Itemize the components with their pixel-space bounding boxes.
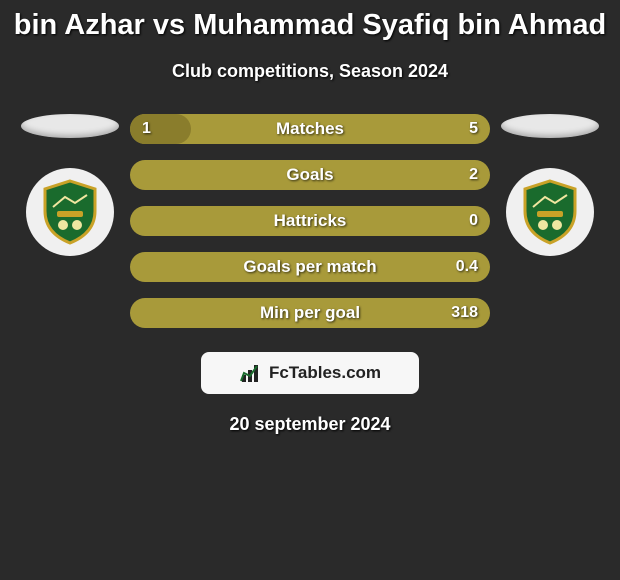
brand-text: FcTables.com (269, 363, 381, 383)
page-title: bin Azhar vs Muhammad Syafiq bin Ahmad (4, 8, 616, 43)
player-left-badge (26, 168, 114, 256)
stat-label: Hattricks (274, 211, 347, 231)
page-subtitle: Club competitions, Season 2024 (172, 61, 448, 82)
stats-area: Matches 1 5 Goals 2 Hattricks 0 Goals per match… (0, 114, 620, 328)
stat-value-right: 0.4 (456, 258, 478, 276)
stat-label: Goals (286, 165, 333, 185)
stat-bars: Matches 1 5 Goals 2 Hattricks 0 Goals per match… (130, 114, 490, 328)
left-side (10, 114, 130, 256)
stat-value-right: 5 (469, 120, 478, 138)
stat-bar: Goals per match 0.4 (130, 252, 490, 282)
stat-bar: Goals 2 (130, 160, 490, 190)
stat-label: Min per goal (260, 303, 360, 323)
stat-bar-fill-left (130, 114, 191, 144)
player-right-oval (501, 114, 599, 138)
stat-value-left: 1 (142, 120, 151, 138)
shield-crest-icon (35, 177, 105, 247)
stat-bar: Hattricks 0 (130, 206, 490, 236)
shield-crest-icon (515, 177, 585, 247)
player-right-badge (506, 168, 594, 256)
stat-value-right: 2 (469, 166, 478, 184)
brand-logo: FcTables.com (201, 352, 419, 394)
stat-value-right: 318 (451, 304, 478, 322)
right-side (490, 114, 610, 256)
stat-value-right: 0 (469, 212, 478, 230)
stat-label: Goals per match (243, 257, 376, 277)
stat-bar: Matches 1 5 (130, 114, 490, 144)
stat-bar: Min per goal 318 (130, 298, 490, 328)
date-text: 20 september 2024 (229, 414, 390, 435)
player-left-oval (21, 114, 119, 138)
stat-label: Matches (276, 119, 344, 139)
bar-chart-icon (239, 361, 263, 385)
